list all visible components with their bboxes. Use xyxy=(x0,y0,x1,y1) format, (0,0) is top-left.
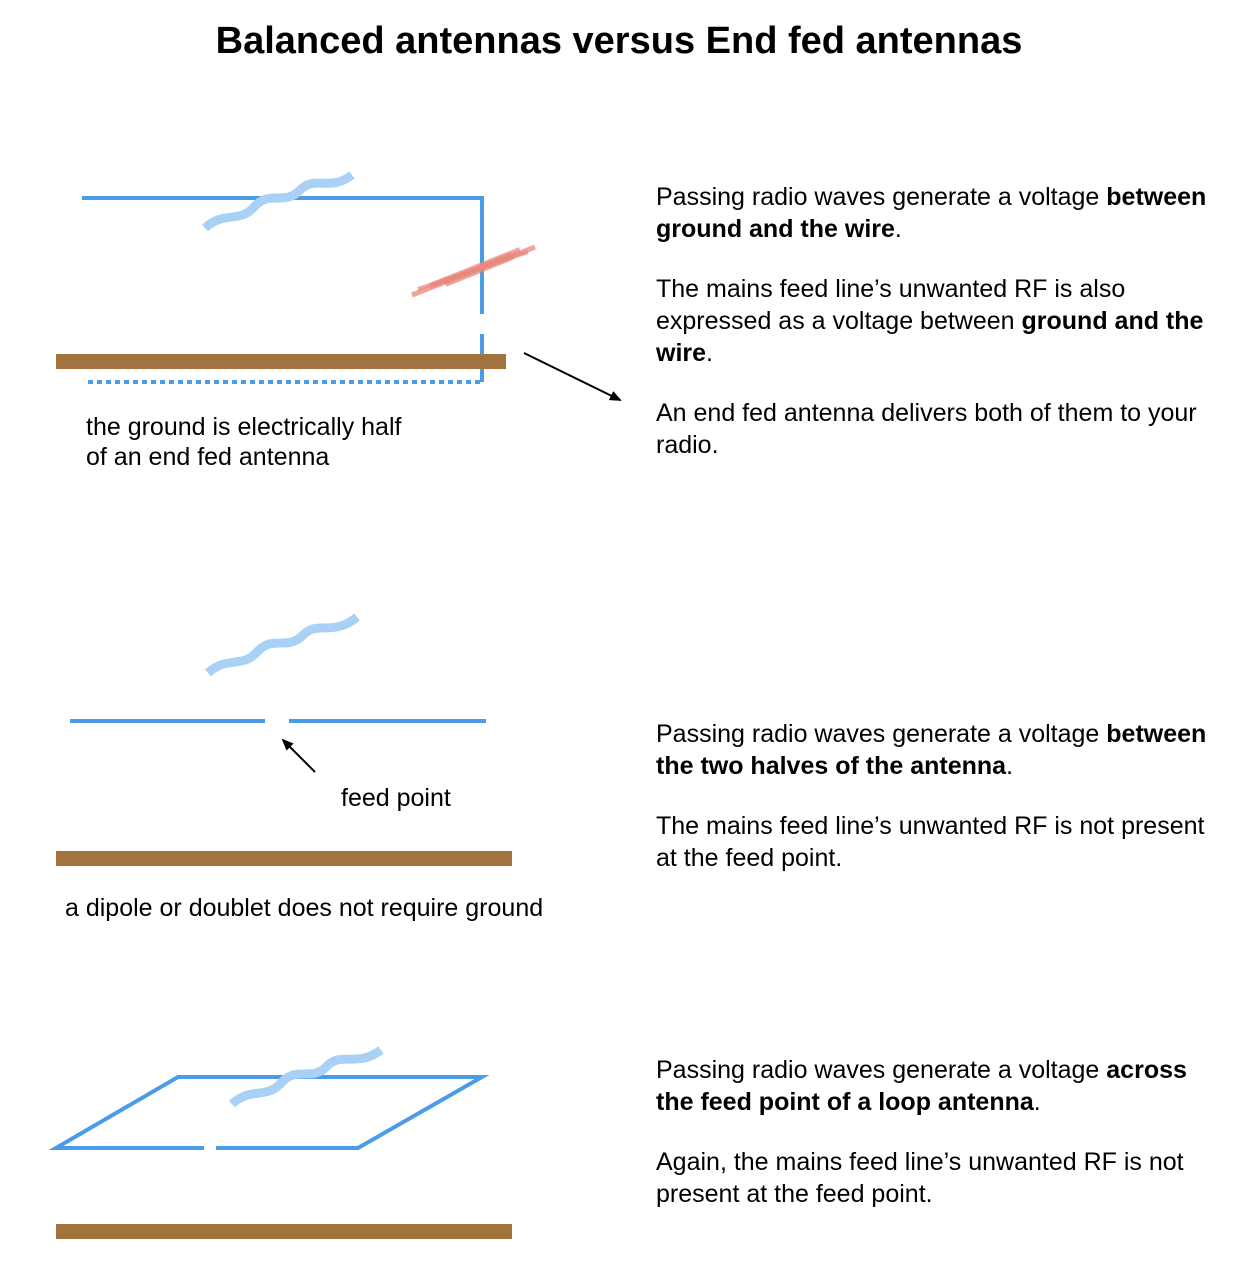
paragraph-text: . xyxy=(706,339,713,367)
ground-strip-1 xyxy=(56,354,506,369)
end-fed-paragraph-1: Passing radio waves generate a voltage b… xyxy=(656,181,1226,245)
end-fed-explanation: Passing radio waves generate a voltage b… xyxy=(656,181,1226,489)
paragraph-text: Passing radio waves generate a voltage xyxy=(656,1056,1107,1084)
paragraph-text: . xyxy=(1033,1088,1041,1116)
paragraph-text: The mains feed line’s unwanted RF is als… xyxy=(656,275,1126,335)
end-fed-wire xyxy=(82,196,484,314)
unwanted-rf-streak xyxy=(411,244,536,298)
dipole-diagram xyxy=(56,613,512,866)
paragraph-text: Passing radio waves generate a voltage xyxy=(656,720,1107,748)
arrow-to-text xyxy=(523,352,622,401)
end-fed-paragraph-3: An end fed antenna delivers both of them… xyxy=(656,397,1226,461)
feed-point-arrow xyxy=(281,738,316,773)
end-fed-diagram xyxy=(56,171,622,401)
paragraph-text: Again, the mains feed line’s unwanted RF… xyxy=(656,1148,1184,1208)
paragraph-text: . xyxy=(894,215,902,243)
emphasis-text: across the feed point of a loop antenna xyxy=(656,1056,1187,1116)
radio-wave-2 xyxy=(204,613,360,677)
radio-wave-3 xyxy=(228,1046,384,1108)
emphasis-text: between the two halves of the antenna xyxy=(656,720,1207,780)
emphasis-text: ground and the wire xyxy=(656,307,1204,367)
paragraph-text: . xyxy=(1006,752,1014,780)
radio-wave-1 xyxy=(201,171,355,232)
paragraph-text: An end fed antenna delivers both of them… xyxy=(656,399,1197,459)
ground-strip-2 xyxy=(56,851,512,866)
end-fed-ground-label: the ground is electrically half of an en… xyxy=(86,412,401,472)
paragraph-text: Passing radio waves generate a voltage xyxy=(656,183,1107,211)
ground-strip-3 xyxy=(56,1224,512,1239)
loop-paragraph-1: Passing radio waves generate a voltage a… xyxy=(656,1054,1226,1118)
dipole-explanation: Passing radio waves generate a voltage b… xyxy=(656,718,1226,902)
loop-diagram xyxy=(48,1046,512,1239)
dipole-ground-label: a dipole or doublet does not require gro… xyxy=(65,894,544,922)
loop-explanation: Passing radio waves generate a voltage a… xyxy=(656,1054,1226,1238)
end-fed-paragraph-2: The mains feed line’s unwanted RF is als… xyxy=(656,273,1226,369)
dipole-paragraph-2: The mains feed line’s unwanted RF is not… xyxy=(656,810,1226,874)
diagram-title: Balanced antennas versus End fed antenna… xyxy=(215,20,1023,62)
loop-paragraph-2: Again, the mains feed line’s unwanted RF… xyxy=(656,1146,1226,1210)
dipole-paragraph-1: Passing radio waves generate a voltage b… xyxy=(656,718,1226,782)
end-fed-ground-label-line-1: the ground is electrically half xyxy=(86,413,402,441)
feed-point-label: feed point xyxy=(341,784,451,812)
emphasis-text: between ground and the wire xyxy=(656,183,1207,243)
paragraph-text: The mains feed line’s unwanted RF is not… xyxy=(656,812,1205,872)
end-fed-ground-label-line-2: of an end fed antenna xyxy=(86,443,330,471)
loop-wire xyxy=(48,1075,490,1150)
